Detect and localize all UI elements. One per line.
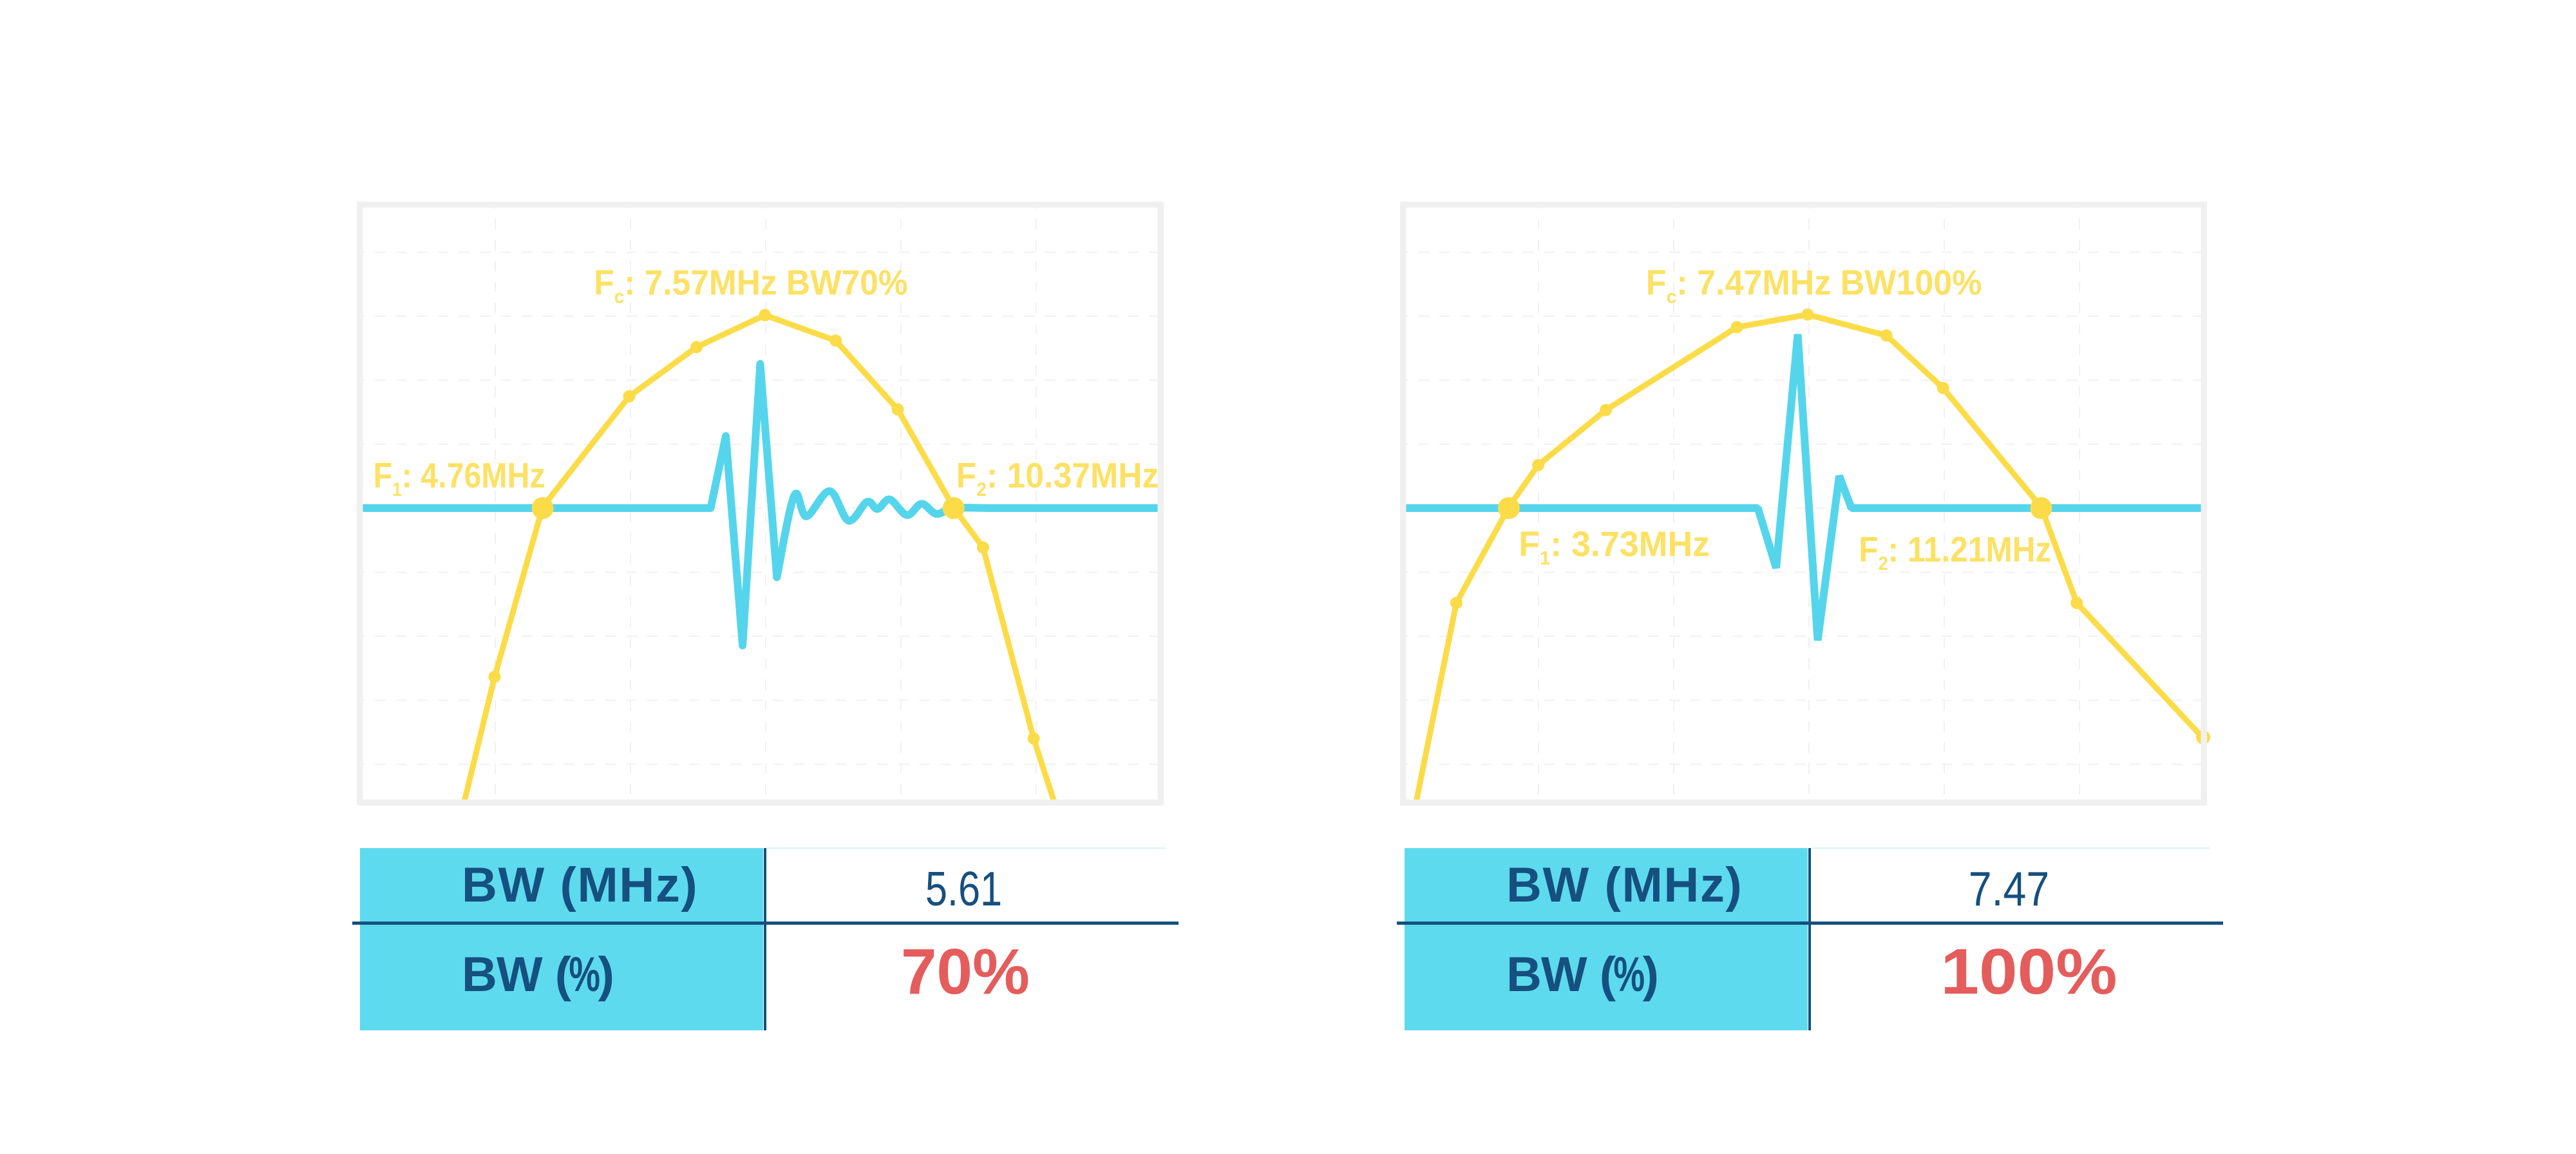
svg-text:Fc: 7.57MHz BW70%: Fc: 7.57MHz BW70% (594, 263, 907, 308)
svg-text:F2: 10.37MHz: F2: 10.37MHz (956, 457, 1159, 501)
svg-text:Fc: 7.47MHz BW100%: Fc: 7.47MHz BW100% (1646, 263, 1982, 307)
svg-text:F1: 3.73MHz: F1: 3.73MHz (1519, 524, 1710, 569)
svg-text:F1: 4.76MHz: F1: 4.76MHz (374, 455, 545, 500)
svg-text:F2: 11.21MHz: F2: 11.21MHz (1859, 530, 2051, 574)
